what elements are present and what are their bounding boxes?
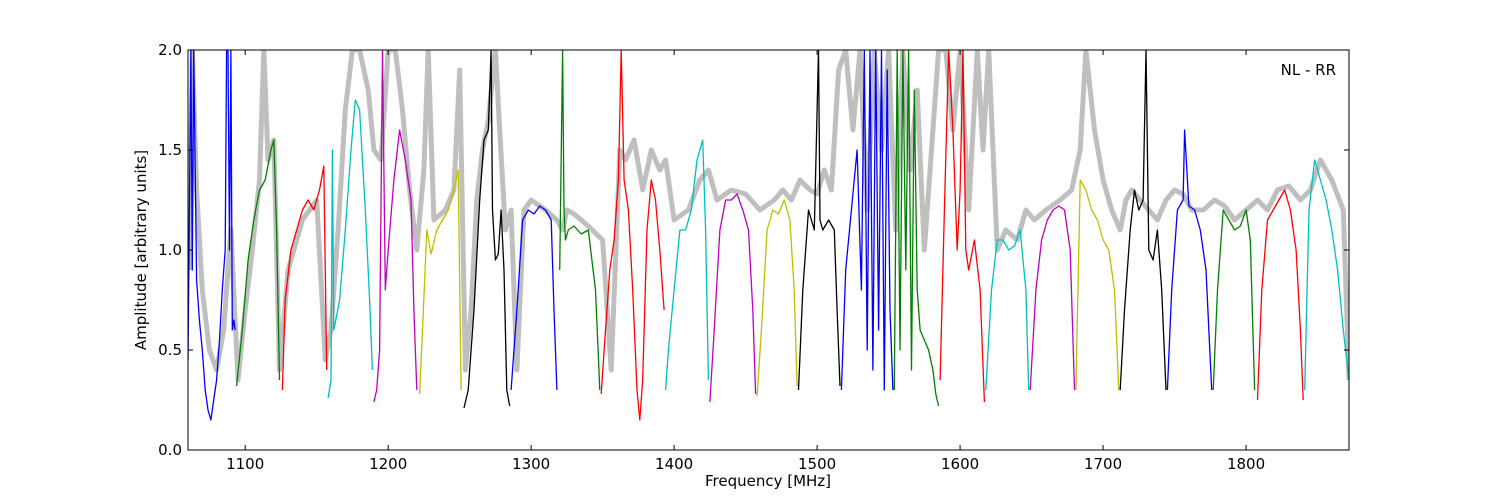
series-line-9 bbox=[559, 50, 601, 391]
series-line-19 bbox=[1029, 205, 1076, 391]
plot-area bbox=[188, 50, 1349, 421]
series-line-11 bbox=[664, 139, 710, 391]
series-line-1 bbox=[188, 50, 236, 421]
y-tick-label: 1.5 bbox=[158, 141, 182, 159]
series-line-23 bbox=[1212, 209, 1256, 391]
series-line-10 bbox=[600, 50, 665, 421]
y-tick-label: 2.0 bbox=[158, 41, 182, 59]
x-tick-label: 1700 bbox=[1084, 455, 1122, 473]
y-tick-label: 0.5 bbox=[158, 341, 182, 359]
y-tick-label: 1.0 bbox=[158, 241, 182, 259]
y-axis-ticks: 0.0 0.5 1.0 1.5 2.0 bbox=[158, 41, 1349, 459]
x-tick-label: 1200 bbox=[369, 455, 407, 473]
series-line-18 bbox=[985, 229, 1030, 391]
series-line-3 bbox=[281, 165, 328, 391]
y-tick-label: 0.0 bbox=[158, 441, 182, 459]
x-axis-ticks: 1100 1200 1300 1400 1500 1600 1700 1800 bbox=[226, 50, 1265, 473]
series-line-6 bbox=[418, 169, 462, 395]
series-line-15 bbox=[840, 50, 894, 391]
x-tick-label: 1100 bbox=[226, 455, 264, 473]
plot-annotation: NL - RR bbox=[1281, 61, 1336, 79]
series-line-17 bbox=[939, 50, 986, 403]
series-layer bbox=[188, 50, 1349, 421]
series-line-21 bbox=[1119, 50, 1167, 391]
series-line-16 bbox=[893, 50, 940, 407]
x-tick-label: 1300 bbox=[512, 455, 550, 473]
x-tick-label: 1400 bbox=[655, 455, 693, 473]
series-line-7 bbox=[463, 50, 511, 409]
series-line-14 bbox=[797, 50, 841, 391]
series-line-5 bbox=[373, 50, 418, 403]
series-line-8 bbox=[510, 205, 558, 391]
series-line-22 bbox=[1166, 129, 1213, 391]
x-tick-label: 1500 bbox=[798, 455, 836, 473]
x-axis-label: Frequency [MHz] bbox=[705, 472, 831, 490]
series-line-24 bbox=[1256, 189, 1304, 401]
background-trace bbox=[188, 50, 1349, 383]
y-axis-label: Amplitude [arbitrary units] bbox=[132, 150, 150, 350]
x-tick-label: 1800 bbox=[1227, 455, 1265, 473]
series-line-13 bbox=[756, 199, 798, 397]
background-trace-layer bbox=[188, 50, 1349, 383]
series-line-25 bbox=[1304, 159, 1349, 391]
series-line-2 bbox=[235, 139, 281, 387]
series-line-12 bbox=[709, 193, 757, 403]
series-line-4 bbox=[327, 99, 374, 399]
x-tick-label: 1600 bbox=[941, 455, 979, 473]
series-line-20 bbox=[1075, 179, 1120, 391]
